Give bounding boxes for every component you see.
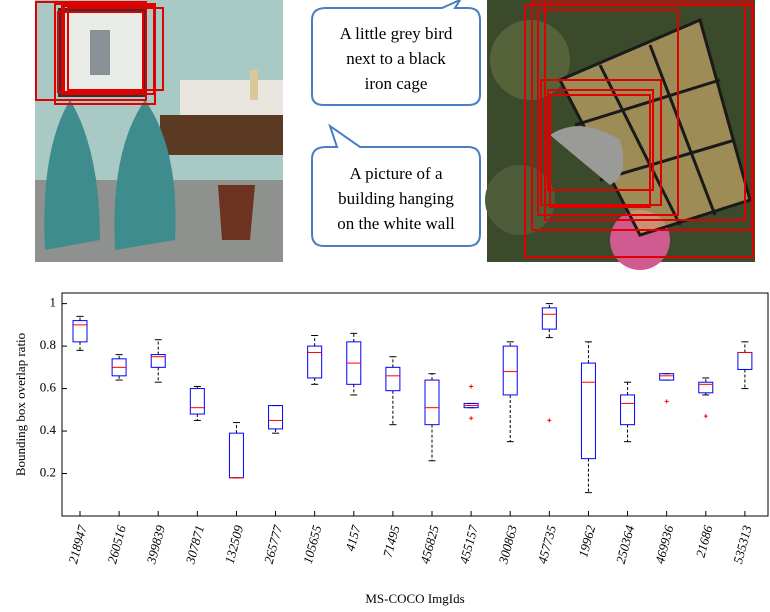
y-tick-label: 0.2: [40, 465, 56, 480]
room-photo: [35, 0, 283, 262]
x-tick-label: 105655: [300, 523, 325, 565]
caption-line: A picture of a: [350, 164, 443, 183]
x-tick-label: 218947: [65, 523, 90, 565]
outlier: [469, 384, 474, 389]
y-tick-label: 0.8: [40, 337, 56, 352]
box: [307, 345, 323, 379]
x-tick-label: 260516: [104, 523, 129, 565]
outlier: [664, 399, 669, 404]
x-tick-label: 399839: [143, 523, 168, 566]
x-tick-label: 300863: [495, 523, 520, 566]
x-tick-label: 265777: [261, 523, 286, 565]
x-tick-label: 71495: [380, 523, 403, 559]
y-tick-label: 0.4: [40, 422, 57, 437]
outlier: [703, 414, 708, 419]
caption-line: on the white wall: [337, 214, 455, 233]
x-tick-label: 456825: [417, 523, 442, 565]
x-tick-label: 535313: [730, 523, 755, 565]
y-tick-label: 1: [50, 295, 57, 310]
box: [580, 362, 596, 460]
caption-line: building hanging: [338, 189, 454, 208]
caption-line: A little grey bird: [340, 24, 453, 43]
speech-bubble: [311, 123, 481, 247]
box: [72, 320, 88, 343]
caption-line: iron cage: [365, 74, 428, 93]
box: [698, 381, 714, 394]
speech-bubble: [311, 0, 481, 106]
x-tick-label: 307871: [182, 524, 207, 567]
y-axis-label: Bounding box overlap ratio: [13, 333, 28, 476]
plot-frame: [61, 292, 769, 517]
x-tick-label: 457735: [535, 523, 560, 565]
x-tick-label: 469936: [652, 523, 677, 565]
box: [189, 388, 205, 415]
box: [541, 307, 557, 330]
y-tick-label: 0.6: [40, 380, 57, 395]
caption-line: next to a black: [346, 49, 446, 68]
box: [268, 405, 284, 430]
box: [502, 345, 518, 396]
box: [228, 432, 244, 479]
x-tick-label: 19962: [575, 523, 598, 559]
x-tick-label: 4157: [342, 523, 363, 552]
box: [620, 394, 636, 426]
x-tick-label: 455157: [456, 523, 481, 565]
box: [150, 354, 166, 368]
x-tick-label: 250364: [613, 523, 638, 565]
box: [737, 351, 753, 370]
outlier: [469, 416, 474, 421]
box: [385, 366, 401, 392]
box: [659, 373, 675, 381]
bird-photo: [485, 0, 755, 270]
box: [424, 379, 440, 426]
x-tick-label: 132509: [222, 523, 247, 565]
outlier: [547, 418, 552, 423]
x-axis-label: MS-COCO ImgIds: [365, 591, 464, 606]
x-tick-label: 21686: [693, 523, 716, 559]
